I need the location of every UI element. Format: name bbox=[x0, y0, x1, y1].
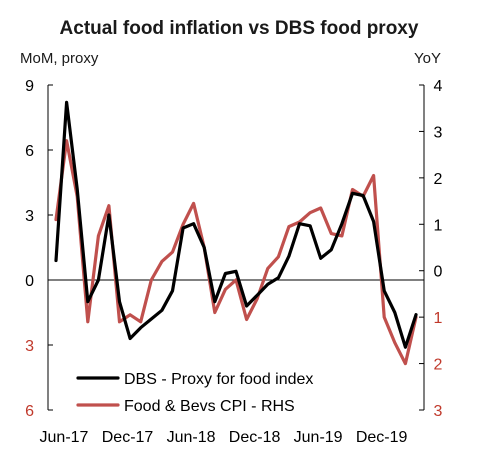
right-tick-label: 0 bbox=[434, 264, 443, 281]
right-tick-label: 2 bbox=[434, 171, 443, 188]
right-tick-label: 2 bbox=[434, 357, 443, 374]
x-tick-label: Jun-18 bbox=[167, 429, 216, 446]
left-tick-label: 9 bbox=[25, 78, 34, 95]
series-lines bbox=[54, 100, 418, 366]
left-tick-label: 6 bbox=[25, 403, 34, 420]
x-tick-label: Jun-19 bbox=[294, 429, 343, 446]
left-tick-label: 3 bbox=[25, 208, 34, 225]
x-tick-label: Jun-17 bbox=[40, 429, 89, 446]
right-tick-label: 4 bbox=[434, 78, 443, 95]
legend-label: Food & Bevs CPI - RHS bbox=[124, 398, 295, 415]
chart-title: Actual food inflation vs DBS food proxy bbox=[59, 18, 419, 39]
left-tick-label: 3 bbox=[25, 338, 34, 355]
right-tick-label: 1 bbox=[434, 217, 443, 234]
food-bevs-cpi-line bbox=[54, 139, 418, 366]
left-axis-label: MoM, proxy bbox=[20, 50, 99, 67]
x-tick-label: Dec-17 bbox=[102, 429, 154, 446]
right-tick-label: 1 bbox=[434, 310, 443, 327]
x-axis-ticks: Jun-17 Dec-17 Jun-18 Dec-18 Jun-19 Dec-19 bbox=[40, 429, 408, 446]
right-tick-label: 3 bbox=[434, 403, 443, 420]
legend: DBS - Proxy for food index Food & Bevs CP… bbox=[76, 371, 313, 415]
x-tick-label: Dec-18 bbox=[229, 429, 281, 446]
legend-label: DBS - Proxy for food index bbox=[124, 371, 313, 388]
left-axis-ticks: 9 6 3 0 3 6 bbox=[25, 78, 53, 420]
dbs-proxy-line bbox=[54, 100, 418, 349]
x-tick-label: Dec-19 bbox=[356, 429, 408, 446]
left-tick-label: 0 bbox=[25, 273, 34, 290]
right-tick-label: 3 bbox=[434, 124, 443, 141]
left-tick-label: 6 bbox=[25, 143, 34, 160]
right-axis-label: YoY bbox=[414, 50, 441, 67]
right-axis-ticks: 4 3 2 1 0 1 2 3 bbox=[419, 78, 443, 420]
